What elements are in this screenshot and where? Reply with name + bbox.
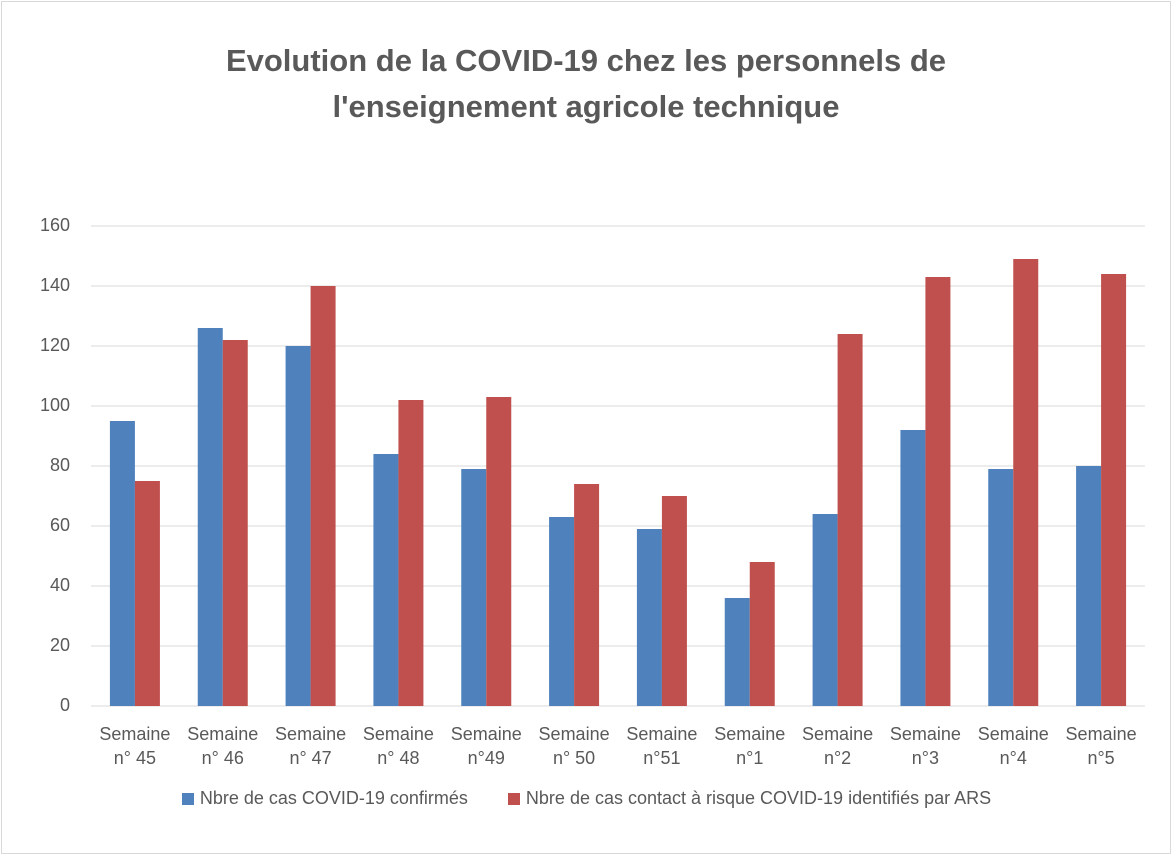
bar [900, 430, 926, 706]
legend-swatch [507, 792, 520, 805]
bar [134, 481, 160, 706]
bar [461, 469, 487, 706]
legend-label: Nbre de cas COVID-19 confirmés [199, 788, 468, 808]
y-tick-label: 80 [50, 455, 70, 475]
x-tick-label: Semaine n° 46 [187, 724, 259, 768]
bar [398, 400, 424, 706]
bar [109, 421, 135, 706]
bar [925, 277, 951, 706]
legend-swatch [181, 792, 194, 805]
bar [661, 496, 687, 706]
legend-item: Nbre de cas COVID-19 confirmés [181, 788, 468, 809]
bar [549, 517, 575, 706]
x-tick-label: Semaine n°5 [1065, 724, 1137, 768]
x-tick-label: Semaine n°2 [802, 724, 874, 768]
x-tick-label: Semaine n°49 [450, 724, 522, 768]
bar [285, 346, 311, 706]
y-tick-label: 60 [50, 515, 70, 535]
bar [222, 340, 248, 706]
bar [749, 562, 775, 706]
x-tick-label: Semaine n° 47 [275, 724, 347, 768]
bar [636, 529, 662, 706]
x-tick-label: Semaine n°51 [626, 724, 698, 768]
bar [486, 397, 512, 706]
y-tick-label: 160 [40, 215, 70, 235]
x-tick-label: Semaine n°3 [889, 724, 961, 768]
bar [1101, 274, 1127, 706]
x-tick-label: Semaine n°4 [977, 724, 1049, 768]
bar [724, 598, 750, 706]
bar [1013, 259, 1039, 706]
chart-title: Evolution de la COVID-19 chez les person… [225, 43, 947, 124]
x-tick-label: Semaine n°1 [714, 724, 786, 768]
x-tick-label: Semaine n° 50 [538, 724, 610, 768]
bar [310, 286, 336, 706]
bar [197, 328, 223, 706]
legend-label: Nbre de cas contact à risque COVID-19 id… [525, 788, 992, 808]
y-tick-label: 40 [50, 575, 70, 595]
bar [812, 514, 838, 706]
bar [837, 334, 863, 706]
y-tick-label: 140 [40, 275, 70, 295]
y-tick-label: 20 [50, 635, 70, 655]
legend: Nbre de cas COVID-19 confirmés Nbre de ca… [0, 788, 1173, 809]
x-tick-label: Semaine n° 45 [99, 724, 171, 768]
bar [574, 484, 600, 706]
y-tick-label: 120 [40, 335, 70, 355]
y-tick-label: 0 [60, 695, 70, 715]
x-tick-label: Semaine n° 48 [362, 724, 434, 768]
legend-item: Nbre de cas contact à risque COVID-19 id… [507, 788, 992, 809]
bar [373, 454, 399, 706]
y-tick-label: 100 [40, 395, 70, 415]
bar [988, 469, 1014, 706]
bar [1076, 466, 1102, 706]
